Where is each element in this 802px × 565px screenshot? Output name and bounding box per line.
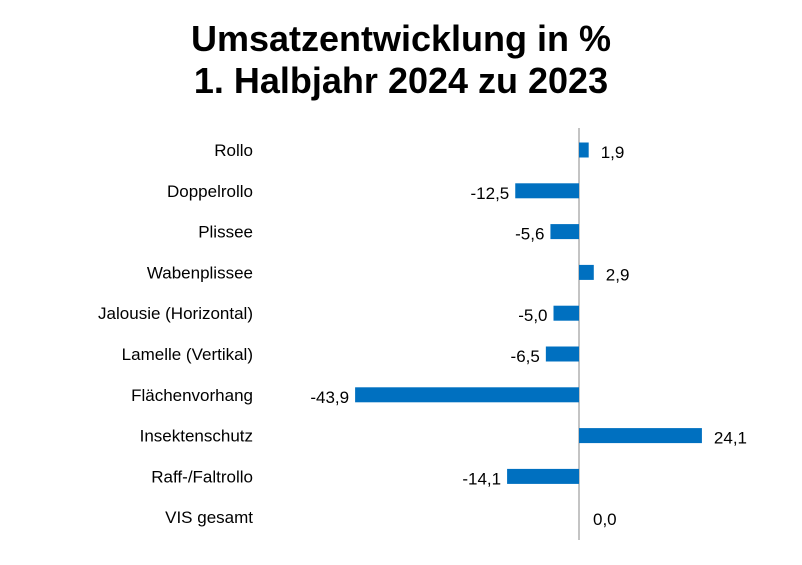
value-label-insektenschutz: 24,1 — [714, 429, 747, 448]
value-label-doppelrollo: -12,5 — [471, 184, 510, 203]
chart-title: Umsatzentwicklung in % 1. Halbjahr 2024 … — [0, 18, 802, 102]
bar-raff-faltrollo — [507, 468, 579, 484]
category-labels-group: Rollo Doppelrollo Plissee Wabenplissee Jalou… — [98, 141, 253, 527]
chart-title-line-2: 1. Halbjahr 2024 zu 2023 — [193, 60, 609, 101]
value-label-lamelle-vertikal: -6,5 — [511, 347, 540, 366]
bar-wabenplissee — [579, 264, 594, 280]
category-label-plissee: Plissee — [198, 223, 253, 242]
category-label-jalousie-horizontal: Jalousie (Horizontal) — [98, 304, 253, 323]
value-label-rollo: 1,9 — [601, 143, 625, 162]
chart-title-line-1: Umsatzentwicklung in % — [190, 18, 612, 59]
bar-rollo — [579, 142, 589, 158]
category-label-rollo: Rollo — [214, 141, 253, 160]
category-label-wabenplissee: Wabenplissee — [147, 263, 253, 282]
category-label-flaechenvorhang: Flächenvorhang — [131, 386, 253, 405]
category-label-vis-gesamt: VIS gesamt — [165, 508, 253, 527]
value-labels-group: 1,9 -12,5 -5,6 2,9 -5,0 -6,5 -43,9 24,1 -14,1 0,0 — [310, 143, 747, 529]
category-label-insektenschutz: Insektenschutz — [140, 427, 253, 446]
value-label-raff-faltrollo: -14,1 — [462, 469, 501, 488]
category-label-lamelle-vertikal: Lamelle (Vertikal) — [122, 345, 253, 364]
category-label-raff-faltrollo: Raff-/Faltrollo — [151, 467, 253, 486]
bar-plissee — [550, 224, 579, 240]
category-label-doppelrollo: Doppelrollo — [167, 182, 253, 201]
value-label-vis-gesamt: 0,0 — [593, 510, 617, 529]
bar-flaechenvorhang — [355, 387, 579, 403]
bars-group — [355, 142, 702, 484]
value-label-wabenplissee: 2,9 — [606, 265, 630, 284]
value-label-flaechenvorhang: -43,9 — [310, 388, 349, 407]
bar-insektenschutz — [579, 428, 702, 444]
value-label-plissee: -5,6 — [515, 225, 544, 244]
bar-doppelrollo — [515, 183, 579, 199]
value-label-jalousie-horizontal: -5,0 — [518, 306, 547, 325]
bar-jalousie-horizontal — [553, 305, 579, 321]
bar-lamelle-vertikal — [545, 346, 579, 362]
